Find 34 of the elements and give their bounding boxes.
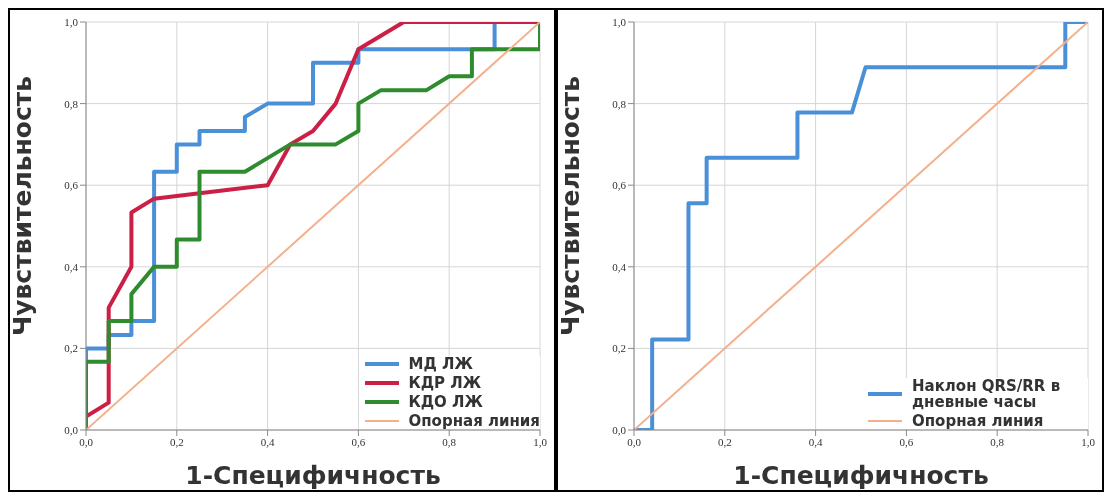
y-tick-label: 0,4 <box>612 260 627 273</box>
y-tick-label: 0,4 <box>64 260 79 273</box>
x-tick-label: 0,6 <box>899 435 914 448</box>
x-tick-label: 0,8 <box>990 435 1005 448</box>
x-tick-label: 0,2 <box>169 435 184 448</box>
legend-label: МД ЛЖ <box>408 355 473 373</box>
legend-label: КДР ЛЖ <box>408 374 482 392</box>
legend-label: Опорная линия <box>912 412 1044 430</box>
legend-label: Наклон QRS/RR в дневные часы <box>912 377 1062 411</box>
x-axis-title: 1-Специфичность <box>733 461 989 490</box>
y-tick-label: 1,0 <box>612 15 627 28</box>
y-tick-label: 0,0 <box>64 423 79 436</box>
y-tick-label: 0,8 <box>64 97 79 110</box>
x-tick-label: 0,0 <box>79 435 94 448</box>
legend-label: КДО ЛЖ <box>408 393 483 411</box>
y-tick-label: 0,2 <box>612 342 626 355</box>
y-tick-label: 0,8 <box>612 97 627 110</box>
x-tick-label: 1,0 <box>533 435 548 448</box>
x-tick-label: 0,2 <box>717 435 732 448</box>
y-axis-title: Чувствительность <box>7 75 37 336</box>
x-tick-label: 0,6 <box>351 435 366 448</box>
x-tick-label: 0,0 <box>627 435 642 448</box>
y-tick-label: 0,0 <box>612 423 627 436</box>
y-axis-title: Чувствительность <box>555 75 585 336</box>
y-tick-label: 0,6 <box>64 179 79 192</box>
y-tick-label: 1,0 <box>64 15 79 28</box>
x-tick-label: 0,4 <box>808 435 823 448</box>
x-axis-title: 1-Специфичность <box>185 461 441 490</box>
x-tick-label: 1,0 <box>1081 435 1096 448</box>
y-tick-label: 0,2 <box>64 342 78 355</box>
y-tick-label: 0,6 <box>612 179 627 192</box>
x-tick-label: 0,4 <box>260 435 275 448</box>
x-tick-label: 0,8 <box>442 435 457 448</box>
legend-label: Опорная линия <box>408 412 540 430</box>
